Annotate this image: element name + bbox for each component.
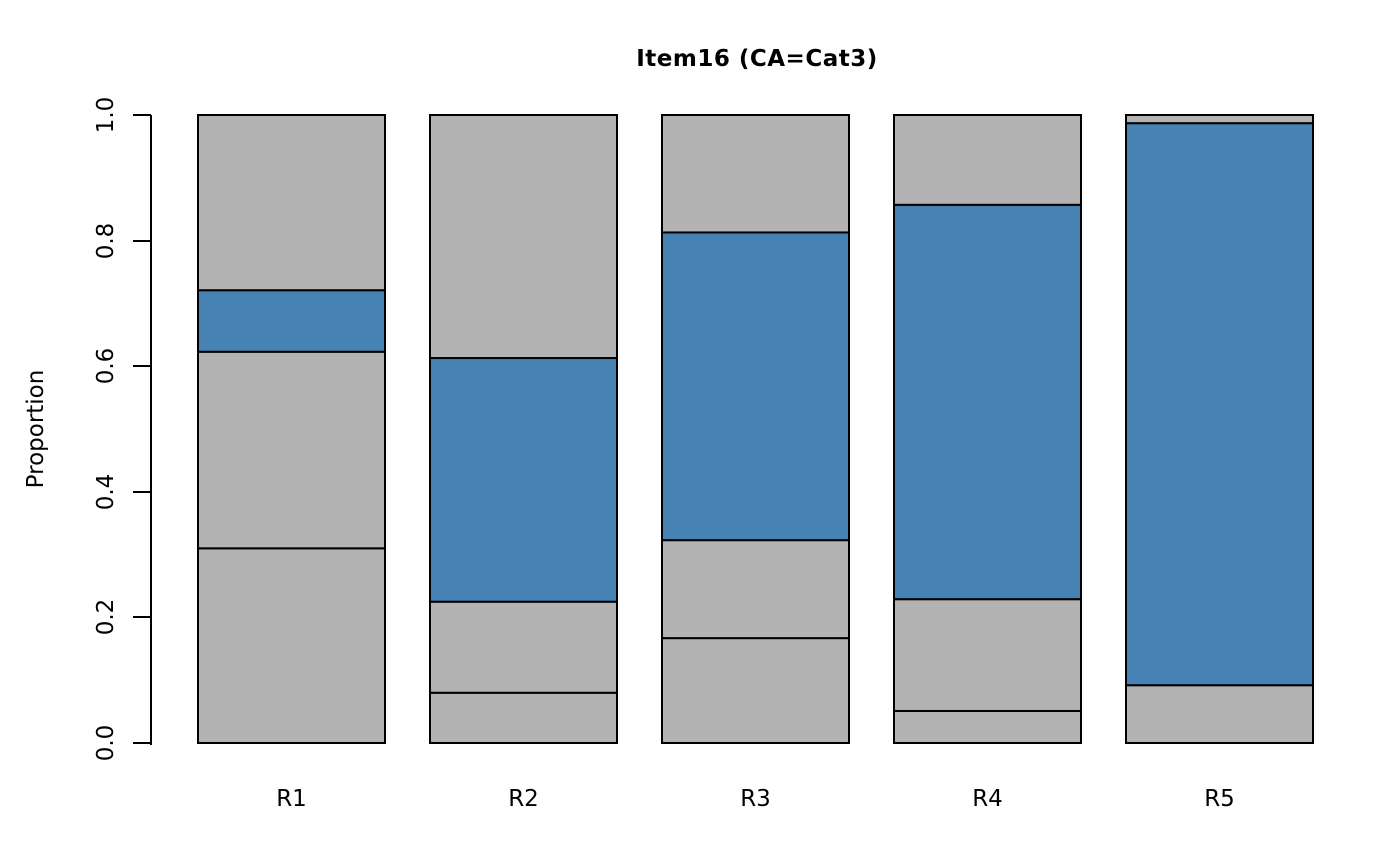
x-category-label-R2: R2	[508, 786, 539, 812]
bar-R1-segment-2-gray	[197, 350, 386, 550]
bar-R1-segment-4-gray	[197, 114, 386, 292]
bar-R2-segment-1-gray	[429, 691, 618, 745]
y-axis-tick-label: 0.4	[93, 473, 119, 511]
x-category-label-R4: R4	[972, 786, 1003, 812]
bar-R4-segment-1-gray	[893, 709, 1082, 744]
x-category-label-R1: R1	[276, 786, 307, 812]
bar-R4-segment-4-gray	[893, 114, 1082, 206]
y-axis-tick-label: 0.8	[93, 222, 119, 259]
bar-R4-segment-2-gray	[893, 598, 1082, 712]
bar-R5-segment-2-blue	[1125, 122, 1314, 687]
bar-R5-segment-1-gray	[1125, 684, 1314, 744]
plot-area	[152, 114, 1362, 745]
x-category-label-R3: R3	[740, 786, 771, 812]
bar-R4-segment-3-blue	[893, 203, 1082, 601]
bar-R3-segment-4-gray	[661, 114, 850, 234]
y-axis-tick-label: 0.6	[93, 347, 119, 385]
y-axis-tick	[133, 365, 151, 368]
y-axis-tick-label: 0.0	[93, 724, 119, 762]
y-axis-label: Proportion	[23, 369, 49, 489]
y-axis-tick	[133, 616, 151, 619]
bar-R3-segment-2-gray	[661, 539, 850, 640]
bars-svg	[197, 114, 1314, 745]
chart-title: Item16 (CA=Cat3)	[636, 46, 878, 72]
bar-R2-segment-2-gray	[429, 600, 618, 694]
y-axis-tick	[133, 490, 151, 493]
y-axis-tick	[133, 239, 151, 242]
bar-R3-segment-3-blue	[661, 231, 850, 542]
y-axis-tick-label: 1.0	[93, 96, 119, 134]
y-axis-tick	[133, 114, 151, 116]
bar-R3-segment-1-gray	[661, 637, 850, 745]
bar-R1-segment-1-gray	[197, 547, 386, 744]
y-axis-tick-label: 0.2	[93, 599, 119, 636]
y-axis-tick	[133, 742, 151, 744]
x-category-label-R5: R5	[1204, 786, 1235, 812]
y-axis	[150, 115, 152, 745]
bar-R2-segment-4-gray	[429, 114, 618, 360]
bar-R2-segment-3-blue	[429, 357, 618, 603]
bar-R1-segment-3-blue	[197, 289, 386, 353]
bar-R5-segment-3-gray	[1125, 114, 1314, 125]
